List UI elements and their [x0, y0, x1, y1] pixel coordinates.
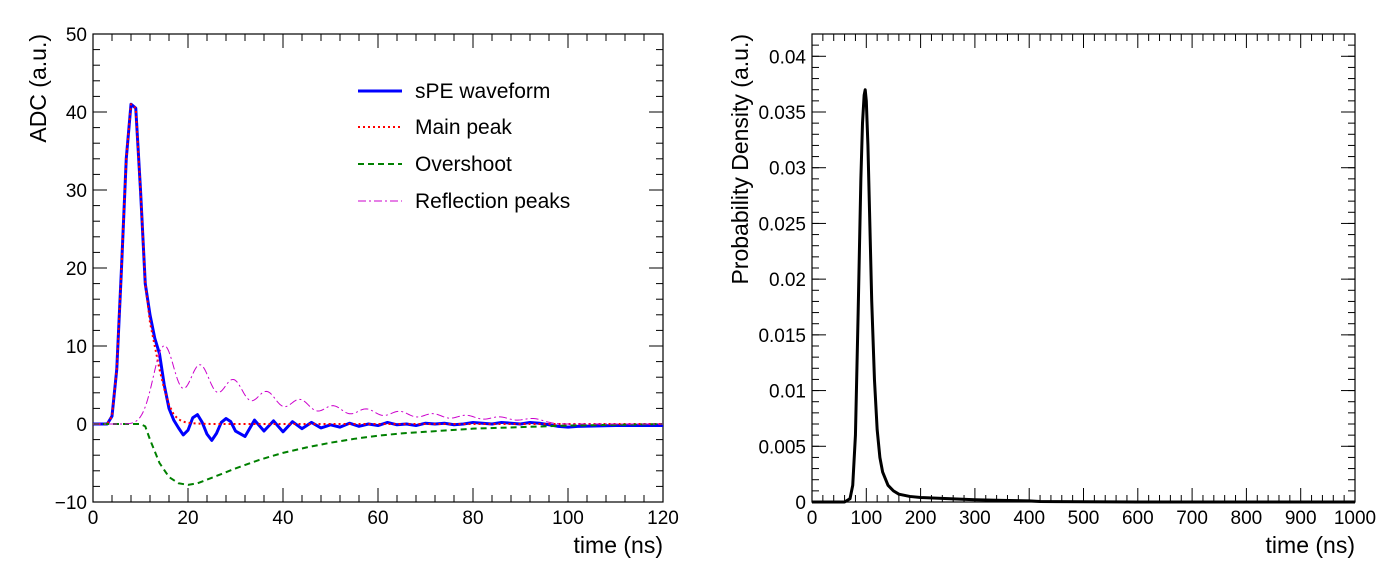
- x-tick-label: 900: [1285, 508, 1317, 529]
- probability-tick-labels: 0 100 200 300 400 500 600 700 800 900 1000 0 0.005 0.…: [758, 47, 1376, 529]
- x-tick-label: 800: [1231, 508, 1263, 529]
- legend-label-main-peak: Main peak: [415, 116, 512, 139]
- y-tick-label: 0.015: [758, 326, 806, 347]
- y-tick-label: 50: [66, 25, 87, 46]
- series-overshoot: [93, 423, 664, 486]
- x-tick-label: 0: [88, 508, 99, 529]
- y-tick-label: 0.02: [769, 270, 806, 291]
- y-tick-label: 0.035: [758, 103, 806, 124]
- waveform-plot-frame: [92, 33, 664, 503]
- series-reflection-peaks: [93, 345, 663, 425]
- probability-chart: 0 100 200 300 400 500 600 700 800 900 1000 0 0.005 0.…: [727, 33, 1376, 558]
- probability-series: [812, 88, 1355, 504]
- probability-plot-frame: [811, 33, 1356, 503]
- y-tick-label: −10: [55, 493, 87, 514]
- waveform-ticks: [92, 33, 664, 503]
- x-tick-label: 1000: [1334, 508, 1376, 529]
- x-tick-label: 600: [1122, 508, 1154, 529]
- waveform-x-axis-title: time (ns): [574, 532, 663, 558]
- x-tick-label: 400: [1013, 508, 1045, 529]
- legend-label-reflection-peaks: Reflection peaks: [415, 190, 570, 213]
- x-tick-label: 700: [1176, 508, 1208, 529]
- x-tick-label: 40: [272, 508, 293, 529]
- x-tick-label: 80: [462, 508, 483, 529]
- x-tick-label: 100: [850, 508, 882, 529]
- probability-ticks: [811, 34, 1356, 503]
- y-tick-label: 0: [795, 493, 806, 514]
- probability-x-axis-title: time (ns): [1266, 532, 1355, 558]
- y-tick-label: 40: [66, 103, 87, 124]
- y-tick-label: 20: [66, 259, 87, 280]
- waveform-legend: sPE waveform Main peak Overshoot Reflect…: [358, 80, 570, 213]
- x-tick-label: 300: [959, 508, 991, 529]
- y-tick-label: 10: [66, 337, 87, 358]
- waveform-y-axis-title: ADC (a.u.): [25, 34, 51, 143]
- legend-label-spe-waveform: sPE waveform: [415, 80, 550, 103]
- x-tick-label: 120: [647, 508, 679, 529]
- x-tick-label: 100: [552, 508, 584, 529]
- x-tick-label: 0: [807, 508, 818, 529]
- x-tick-label: 60: [367, 508, 388, 529]
- y-tick-label: 0.01: [769, 382, 806, 403]
- x-tick-label: 20: [177, 508, 198, 529]
- y-tick-label: 0: [76, 415, 87, 436]
- legend-label-overshoot: Overshoot: [415, 153, 512, 176]
- waveform-series: [93, 102, 664, 486]
- y-tick-label: 0.03: [769, 159, 806, 180]
- series-distribution: [812, 88, 1355, 504]
- x-tick-label: 200: [905, 508, 937, 529]
- series-spe-waveform: [93, 102, 663, 442]
- x-tick-label: 500: [1068, 508, 1100, 529]
- series-main-peak: [93, 103, 663, 425]
- y-tick-label: 0.005: [758, 437, 806, 458]
- probability-y-axis-title: Probability Density (a.u.): [727, 34, 753, 285]
- y-tick-label: 30: [66, 181, 87, 202]
- y-tick-label: 0.04: [769, 47, 806, 68]
- y-tick-label: 0.025: [758, 214, 806, 235]
